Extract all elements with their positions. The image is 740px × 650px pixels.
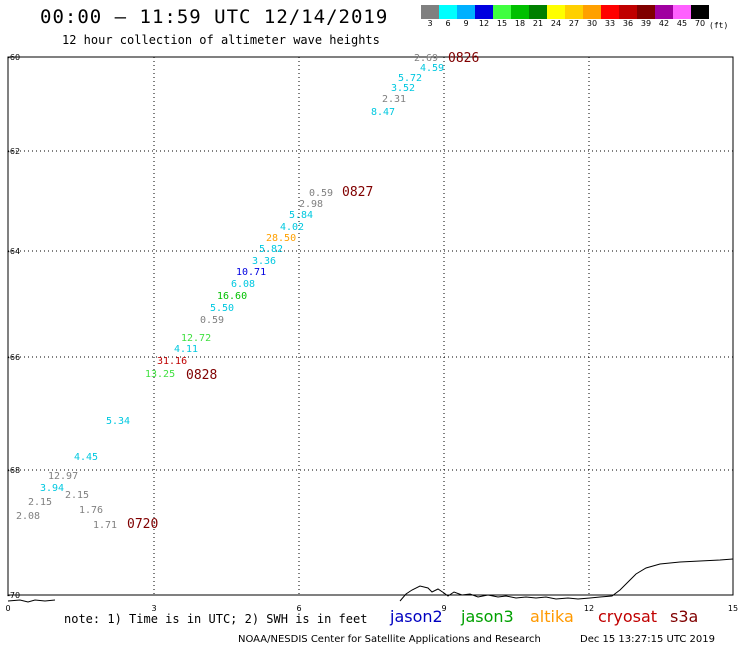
scale-swatch	[475, 5, 493, 19]
wave-height-label: 31.16	[157, 356, 187, 367]
y-tick-label: -64	[7, 247, 20, 256]
pass-time-label: 0828	[186, 368, 217, 383]
scale-unit-label: (ft)	[709, 21, 729, 30]
scale-swatch	[565, 5, 583, 19]
wave-height-label: 4.02	[280, 222, 304, 233]
wave-height-color-scale: 3 6 9 12 15 18 21 24 27 30 33 36 39 42 45 70 (ft)	[421, 5, 728, 30]
wave-height-label: 10.71	[236, 267, 266, 278]
x-tick-label: 15	[728, 604, 738, 613]
satellite-jason2: jason2	[390, 607, 443, 626]
wave-height-label: 16.60	[217, 291, 247, 302]
satellite-cryosat: cryosat	[598, 607, 658, 626]
wave-height-label: 6.08	[231, 279, 255, 290]
scale-swatch	[619, 5, 637, 19]
wave-height-label: 5.50	[210, 303, 234, 314]
scale-swatch	[421, 5, 439, 19]
x-tick-label: 3	[151, 604, 156, 613]
scale-swatch	[511, 5, 529, 19]
y-tick-label: -68	[7, 466, 20, 475]
wave-height-label: 3.52	[391, 83, 415, 94]
scale-label: 27	[568, 19, 580, 28]
wave-height-label: 28.50	[266, 233, 296, 244]
wave-height-label: 1.76	[79, 505, 103, 516]
antarctic-coastline	[7, 558, 734, 603]
wave-height-label: 2.15	[65, 490, 89, 501]
wave-height-label: 4.11	[174, 344, 198, 355]
scale-swatch	[439, 5, 457, 19]
pass-time-label: 0720	[127, 517, 158, 532]
axis-ticks: 0 3 6 9 12 15 -60 -62 -64 -66 -68 -70	[5, 53, 738, 613]
scale-swatch	[547, 5, 565, 19]
scale-swatch	[655, 5, 673, 19]
wave-height-label: 12.97	[48, 471, 78, 482]
generation-timestamp: Dec 15 13:27:15 UTC 2019	[580, 634, 715, 645]
scale-swatch	[673, 5, 691, 19]
wave-height-label: 3.94	[40, 483, 64, 494]
scale-swatch	[637, 5, 655, 19]
scale-label: 18	[514, 19, 526, 28]
scale-swatch	[493, 5, 511, 19]
wave-height-label: 5.84	[289, 210, 313, 221]
scale-label: 3	[427, 19, 433, 28]
wave-height-label: 5.34	[106, 416, 130, 427]
satellite-altika: altika	[530, 607, 574, 626]
scale-label: 45	[676, 19, 688, 28]
satellite-s3a: s3a	[670, 607, 699, 626]
scale-label: 36	[622, 19, 634, 28]
scale-label: 39	[640, 19, 652, 28]
wave-height-label: 5.82	[259, 244, 283, 255]
scale-label: 15	[496, 19, 508, 28]
lat-lon-grid	[7, 56, 734, 596]
satellite-jason3: jason3	[461, 607, 514, 626]
scale-label: 33	[604, 19, 616, 28]
map-subtitle: 12 hour collection of altimeter wave hei…	[62, 33, 380, 47]
wave-height-label: 8.47	[371, 107, 395, 118]
credit-line: NOAA/NESDIS Center for Satellite Applica…	[238, 634, 541, 645]
scale-swatch	[691, 5, 709, 19]
wave-height-label: 1.71	[93, 520, 117, 531]
scale-label: 24	[550, 19, 562, 28]
x-tick-label: 9	[441, 604, 446, 613]
scale-label: 21	[532, 19, 544, 28]
pass-time-label: 0827	[342, 185, 373, 200]
scale-label: 30	[586, 19, 598, 28]
wave-height-label: 4.45	[74, 452, 98, 463]
y-tick-label: -66	[7, 353, 20, 362]
scale-label: 6	[445, 19, 451, 28]
y-tick-label: -70	[7, 591, 20, 600]
wave-height-label: 0.59	[309, 188, 333, 199]
wave-height-label: 0.59	[200, 315, 224, 326]
scale-label: 9	[463, 19, 469, 28]
wave-height-label: 2.31	[382, 94, 406, 105]
map-title: 00:00 – 11:59 UTC 12/14/2019	[40, 6, 389, 28]
scale-swatch	[583, 5, 601, 19]
scale-label: 42	[658, 19, 670, 28]
scale-label: 12	[478, 19, 490, 28]
wave-height-label: 4.59	[420, 63, 444, 74]
pass-time-labels: 0826 0827 0828 0720	[127, 51, 479, 532]
scale-label: 70	[694, 19, 706, 28]
pass-time-label: 0826	[448, 51, 479, 66]
wave-height-label: 5.72	[398, 73, 422, 84]
units-note: note: 1) Time is in UTC; 2) SWH is in fe…	[64, 612, 368, 626]
x-tick-label: 0	[5, 604, 10, 613]
x-tick-label: 12	[584, 604, 594, 613]
wave-height-label: 2.08	[16, 511, 40, 522]
y-tick-label: -62	[7, 147, 20, 156]
scale-swatch	[529, 5, 547, 19]
x-tick-label: 6	[296, 604, 301, 613]
scale-swatch	[457, 5, 475, 19]
wave-height-label: 2.15	[28, 497, 52, 508]
y-tick-label: -60	[7, 53, 20, 62]
wave-height-label: 3.36	[252, 256, 276, 267]
wave-height-labels: 2.694.595.723.522.318.470.592.985.844.02…	[16, 53, 444, 531]
wave-height-label: 2.98	[299, 199, 323, 210]
wave-height-label: 2.69	[414, 53, 438, 64]
wave-height-label: 12.72	[181, 333, 211, 344]
wave-height-label: 13.25	[145, 369, 175, 380]
scale-swatch	[601, 5, 619, 19]
